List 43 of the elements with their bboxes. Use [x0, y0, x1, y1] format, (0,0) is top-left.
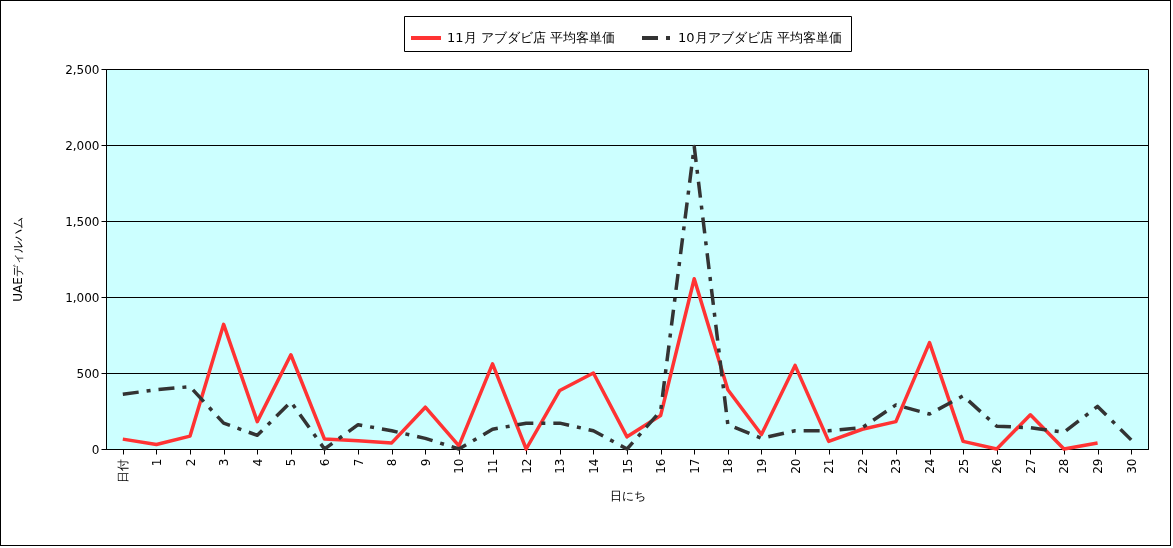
x-tick-label: 26	[990, 458, 1005, 474]
line-series	[121, 277, 1100, 451]
x-tick-label: 15	[620, 458, 635, 474]
x-axis-title: 日にち	[609, 488, 646, 503]
y-tick-label: 500	[76, 366, 100, 381]
x-tick-label: 16	[654, 458, 669, 474]
x-tick-label: 10	[452, 458, 467, 474]
x-tick-label: 12	[519, 458, 534, 474]
legend-label: 11月 アブダビ店 平均客単価	[447, 30, 615, 45]
x-tick-label: 23	[889, 458, 904, 474]
x-tick-label: 7	[351, 458, 366, 467]
line-series	[121, 144, 1133, 451]
x-tick-label: 28	[1057, 458, 1072, 474]
y-tick-label: 0	[91, 442, 100, 457]
x-tick-label: 4	[250, 458, 265, 467]
x-tick-label: 22	[855, 458, 870, 474]
x-tick-label: 3	[217, 458, 232, 467]
x-tick-label: 25	[956, 458, 971, 474]
y-tick-label: 1,500	[65, 214, 100, 229]
x-tick-label: 24	[923, 458, 938, 474]
x-tick-label: 6	[317, 458, 332, 467]
x-tick-label: 14	[586, 458, 601, 474]
y-tick-label: 2,500	[65, 62, 100, 77]
x-tick-label: 19	[754, 458, 769, 474]
x-tick-label: 20	[788, 458, 803, 474]
x-tick-label: 8	[385, 458, 400, 467]
x-tick-label: 9	[418, 458, 433, 467]
x-tick-label: 29	[1091, 458, 1106, 474]
x-tick-label: 日付	[116, 458, 131, 483]
x-tick-label: 30	[1124, 458, 1139, 474]
y-tick-label: 2,000	[65, 138, 100, 153]
legend-label: 10月アブダビ店 平均客単価	[678, 30, 842, 45]
y-axis-title: UAEディルハム	[11, 217, 26, 302]
x-tick-label: 11	[486, 458, 501, 474]
y-tick-label: 1,000	[65, 290, 100, 305]
x-tick-label: 17	[687, 458, 702, 474]
x-tick-label: 27	[1023, 458, 1038, 474]
x-tick-label: 5	[284, 458, 299, 467]
x-tick-label: 13	[553, 458, 568, 474]
x-tick-label: 1	[149, 458, 164, 467]
x-tick-label: 21	[822, 458, 837, 474]
x-tick-label: 18	[721, 458, 736, 474]
x-tick-label: 2	[183, 458, 198, 467]
